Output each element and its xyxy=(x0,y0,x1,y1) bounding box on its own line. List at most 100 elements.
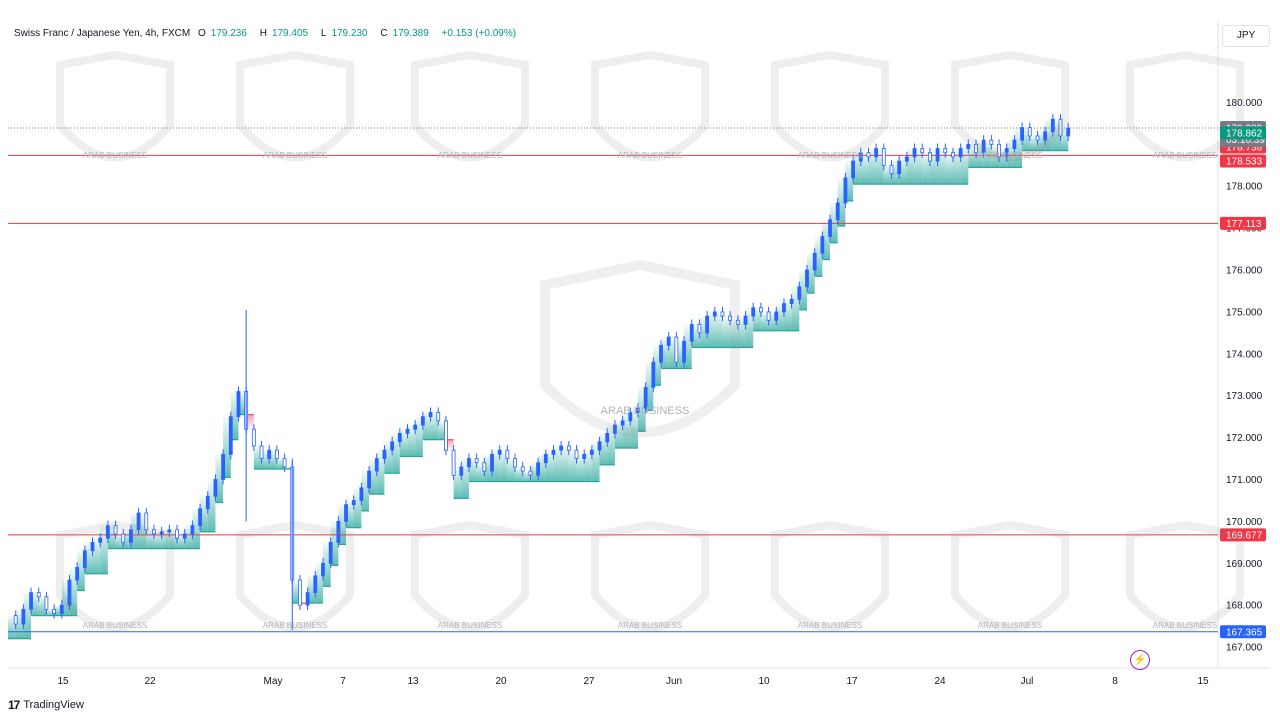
trend-cloud-segment xyxy=(315,563,323,604)
candle-body xyxy=(420,416,425,426)
trend-cloud-segment xyxy=(722,316,731,348)
lightning-icon[interactable]: ⚡ xyxy=(1130,650,1150,670)
watermark-shield-icon xyxy=(1126,50,1244,162)
candle-body xyxy=(881,148,886,166)
candle-body xyxy=(705,315,710,334)
trend-cloud-segment xyxy=(614,420,623,449)
candle-body xyxy=(182,533,187,539)
currency-button[interactable]: JPY xyxy=(1222,25,1270,47)
candle-body xyxy=(528,470,533,476)
trend-cloud-segment xyxy=(868,148,877,185)
y-tick-label: 178.000 xyxy=(1226,182,1263,193)
watermark-shield-icon xyxy=(591,520,709,632)
candle-body xyxy=(82,550,87,568)
trend-cloud-segment xyxy=(415,416,423,457)
x-tick-label: 15 xyxy=(1197,676,1209,687)
level-price-tag xyxy=(1220,154,1266,168)
trend-cloud-segment xyxy=(499,450,508,482)
watermark-shield-icon xyxy=(236,50,354,162)
candle-body xyxy=(259,445,264,459)
trend-cloud-segment xyxy=(591,441,600,482)
trend-cloud-segment xyxy=(438,420,446,440)
candle-body xyxy=(551,449,556,455)
trend-cloud-segment xyxy=(330,521,339,566)
candle-body xyxy=(459,466,464,476)
trend-cloud-segment xyxy=(522,471,531,482)
candle-body xyxy=(1050,118,1055,133)
trend-cloud-segment xyxy=(253,445,262,470)
x-tick-label: Jun xyxy=(666,676,682,687)
x-tick-label: 22 xyxy=(144,676,156,687)
watermark-shield-icon xyxy=(591,50,709,162)
trend-cloud-segment xyxy=(46,609,55,616)
trend-cloud-segment xyxy=(115,533,124,549)
trend-cloud-segment xyxy=(299,603,308,606)
trend-cloud-segment xyxy=(876,148,884,185)
trend-cloud-segment xyxy=(860,152,869,185)
watermark-text: ARAB BUSINESS xyxy=(83,621,147,630)
level-price-tag-text: 178.533 xyxy=(1226,157,1263,168)
candle-body xyxy=(236,391,241,418)
trend-cloud-segment xyxy=(107,525,116,549)
candle-body xyxy=(13,615,18,625)
trend-cloud-segment xyxy=(15,609,24,639)
candle-body xyxy=(52,608,56,614)
watermark-shield-icon xyxy=(411,50,529,162)
trend-cloud-segment xyxy=(684,324,692,369)
trend-cloud-segment xyxy=(261,450,270,470)
trend-cloud-segment xyxy=(668,337,677,369)
candle-body xyxy=(674,336,679,363)
trend-cloud-segment xyxy=(407,425,416,457)
trend-cloud-segment xyxy=(1052,119,1061,151)
candle-body xyxy=(44,596,49,610)
candle-body xyxy=(305,592,310,606)
trend-cloud-segment xyxy=(84,542,93,574)
level-price-tag xyxy=(1220,216,1266,230)
candle-body xyxy=(397,433,402,443)
trend-cloud-segment xyxy=(31,592,39,616)
candle-body xyxy=(728,315,733,321)
trend-cloud-segment xyxy=(207,479,216,532)
candle-body xyxy=(175,529,179,539)
trend-cloud-segment xyxy=(92,538,101,574)
trend-cloud-segment xyxy=(307,575,316,604)
trend-cloud-segment xyxy=(853,152,861,185)
x-tick-label: 20 xyxy=(495,676,507,687)
trend-cloud-segment xyxy=(100,525,108,574)
candle-body xyxy=(805,269,809,288)
watermark-shield-icon xyxy=(236,520,354,632)
trend-cloud-segment xyxy=(730,320,738,348)
candle-body xyxy=(835,202,840,221)
x-tick-label: 13 xyxy=(407,676,419,687)
trend-cloud-segment xyxy=(676,341,685,369)
open-value: 179.236 xyxy=(210,28,247,39)
trend-cloud-segment xyxy=(976,140,984,168)
watermark-text: ARAB BUSINESS xyxy=(618,151,682,160)
candle-body xyxy=(874,148,879,158)
candle-body xyxy=(1012,139,1017,149)
trend-cloud-segment xyxy=(914,148,923,185)
trend-cloud-segment xyxy=(714,311,723,348)
trend-cloud-segment xyxy=(476,462,485,482)
trend-cloud-segment xyxy=(246,414,254,430)
trend-cloud-segment xyxy=(806,253,815,294)
candle-body xyxy=(1027,127,1032,137)
watermark-text: ARAB BUSINESS xyxy=(798,621,862,630)
candle-body xyxy=(405,428,410,434)
trend-cloud-segment xyxy=(269,450,277,470)
trend-cloud-segment xyxy=(653,345,662,386)
high-value: 179.405 xyxy=(271,28,309,39)
y-tick-label: 169.000 xyxy=(1226,559,1263,570)
candle-body xyxy=(451,449,456,476)
trend-cloud-segment xyxy=(968,144,976,168)
candle-body xyxy=(651,361,656,388)
trend-cloud-segment xyxy=(768,311,777,331)
trend-cloud-segment xyxy=(891,161,900,185)
watermark-text: ARAB BUSINESS xyxy=(438,151,502,160)
watermark-text: ARAB BUSINESS xyxy=(978,621,1042,630)
trend-cloud-segment xyxy=(138,513,147,549)
watermark-text: ARAB BUSINESS xyxy=(263,621,327,630)
candle-body xyxy=(390,441,395,451)
candle-body xyxy=(782,303,786,313)
